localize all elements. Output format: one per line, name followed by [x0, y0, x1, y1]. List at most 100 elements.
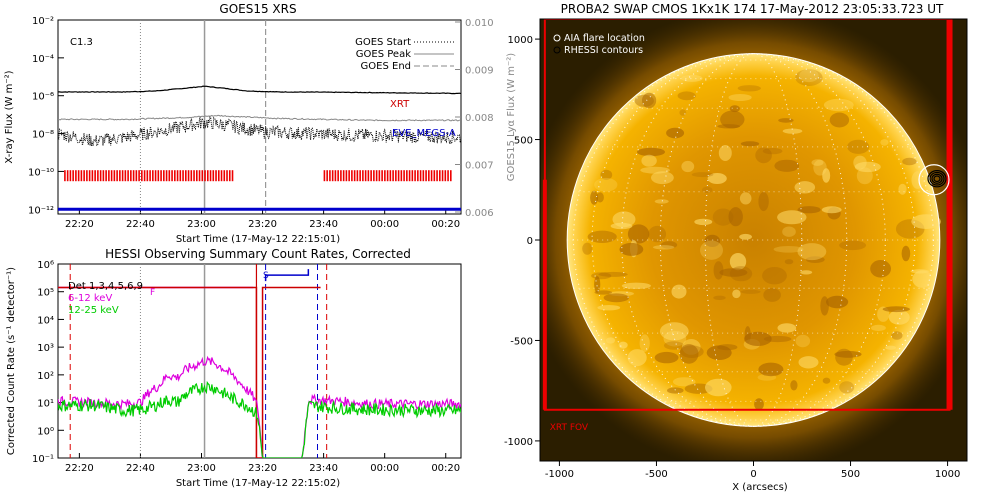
legend-aia-label: AIA flare location [564, 33, 645, 44]
goes-coverage-tick [386, 170, 389, 182]
bright-region [782, 226, 796, 237]
goes-x-axis: 22:20 22:40 23:00 23:20 23:40 00:00 00:20 [65, 209, 460, 230]
goes-coverage-tick [370, 170, 372, 182]
bright-region [798, 356, 819, 369]
bright-region [621, 282, 652, 289]
goes-coverage-tick [340, 170, 342, 182]
bright-region [853, 155, 867, 170]
bright-region [888, 309, 910, 325]
goes-coverage-tick [397, 170, 400, 182]
goes-coverage-tick [439, 170, 441, 182]
bright-region [777, 210, 807, 225]
swap-x-axis: -1000 -500 0 500 1000 [545, 461, 960, 480]
bright-region [597, 305, 621, 311]
goes-coverage-tick [367, 170, 370, 182]
goes-coverage-tick [228, 170, 231, 182]
goes-coverage-tick [411, 170, 414, 182]
legend-rhessi-label: RHESSI contours [564, 45, 643, 56]
goes-coverage-tick [425, 170, 427, 182]
hessi-det-label: Det 1,3,4,5,6,9 [68, 281, 143, 292]
goes-coverage-tick [406, 170, 408, 182]
goes-coverage-tick [185, 170, 187, 182]
goes-coverage-tick [414, 170, 416, 182]
dark-region [712, 208, 734, 226]
goes-coverage-tick [198, 170, 201, 182]
goes-coverage-tick [334, 170, 337, 182]
hessi-y-tick-label: 10³ [37, 343, 54, 354]
dark-region [582, 242, 593, 255]
xrt-fov-right-edge [946, 19, 953, 410]
goes-panel: GOES15 XRS C1.3 22:20 22:40 23:00 23:20 23:4… [4, 2, 517, 245]
eve-series-label: EVE_MEGS-A [392, 128, 456, 139]
bright-region [910, 269, 929, 274]
goes-coverage-tick [430, 170, 433, 182]
goes-y-tick-label: 10⁻⁴ [32, 54, 54, 65]
hessi-y-tick-label: 10⁵ [37, 288, 54, 299]
goes-coverage-tick [217, 170, 220, 182]
goes-coverage-tick [174, 170, 176, 182]
swap-title: PROBA2 SWAP CMOS 1Kx1K 174 17-May-2012 2… [561, 2, 944, 16]
goes-coverage-tick [220, 170, 223, 182]
goes-coverage-tick [160, 170, 162, 182]
bright-region [672, 377, 696, 387]
goes-x-tick-label: 23:40 [309, 219, 338, 230]
goes-legend: GOES Start GOES Peak GOES End [355, 37, 454, 72]
goes-coverage-tick [389, 170, 392, 182]
goes-coverage-tick [329, 170, 331, 182]
bright-region [606, 337, 615, 344]
aia-flare-location [918, 164, 950, 196]
xrt-series-label: XRT [390, 99, 410, 110]
hessi-x-tick-label: 23:40 [309, 463, 338, 474]
dark-region [619, 242, 644, 256]
dark-region [691, 172, 714, 178]
goes-coverage-tick [353, 170, 356, 182]
goes-coverage-tick [187, 170, 190, 182]
goes-coverage-tick [130, 170, 132, 182]
goes-coverage-tick [94, 170, 96, 182]
goes-y-right-axis: 0.010 0.009 0.008 0.007 0.006 [455, 18, 494, 219]
hessi-band-low-label: 6-12 keV [68, 293, 112, 304]
goes-coverage-tick [356, 170, 359, 182]
dark-region [679, 344, 699, 364]
goes-y-tick-label: 10⁻¹² [28, 205, 54, 216]
rhessi-contour [929, 171, 945, 186]
hessi-y-axis: 10⁶ 10⁵ 10⁴ 10³ 10² 10¹ 10⁰ 10⁻¹ [32, 260, 64, 465]
goes-y-tick-label: 10⁻² [32, 16, 54, 27]
goes-y-right-tick-label: 0.006 [465, 208, 494, 219]
goes-coverage-tick [428, 170, 430, 182]
bright-region [794, 181, 816, 194]
goes-coverage-tick [69, 170, 72, 182]
goes-coverage-tick [433, 170, 436, 182]
goes-coverage-tick [102, 170, 105, 182]
goes-x-tick-label: 23:20 [248, 219, 277, 230]
goes-coverage-tick [212, 170, 215, 182]
hessi-12-25-series [58, 380, 461, 458]
bright-region [718, 145, 732, 161]
dark-region [882, 306, 910, 313]
dark-region [591, 272, 612, 280]
goes-coverage-tick [373, 170, 375, 182]
goes-coverage-tick [342, 170, 345, 182]
dark-region [755, 147, 772, 164]
hessi-y-tick-label: 10⁻¹ [32, 454, 54, 465]
bright-region [880, 139, 889, 146]
goes-coverage-tick [190, 170, 193, 182]
swap-y-tick-label: 1000 [508, 35, 533, 46]
bright-region [641, 154, 657, 167]
hessi-ylabel: Corrected Count Rate (s⁻¹ detector⁻¹) [6, 267, 17, 455]
hessi-y-tick-label: 10⁴ [37, 315, 54, 326]
goes-coverage-tick [447, 170, 449, 182]
dark-region [679, 109, 687, 116]
dark-region [717, 124, 741, 129]
hessi-flag-f: F [150, 288, 155, 298]
dark-region [737, 85, 761, 92]
dark-region [704, 234, 721, 247]
goes-coverage-tick [119, 170, 121, 182]
swap-y-axis: 1000 500 0 -500 -1000 [504, 35, 540, 448]
legend-goes-end: GOES End [361, 61, 411, 72]
goes-coverage-tick [436, 170, 438, 182]
hessi-x-tick-label: 22:20 [65, 463, 94, 474]
goes-coverage-bars [64, 170, 452, 182]
goes-coverage-tick [66, 170, 69, 182]
goes-coverage-tick [152, 170, 154, 182]
